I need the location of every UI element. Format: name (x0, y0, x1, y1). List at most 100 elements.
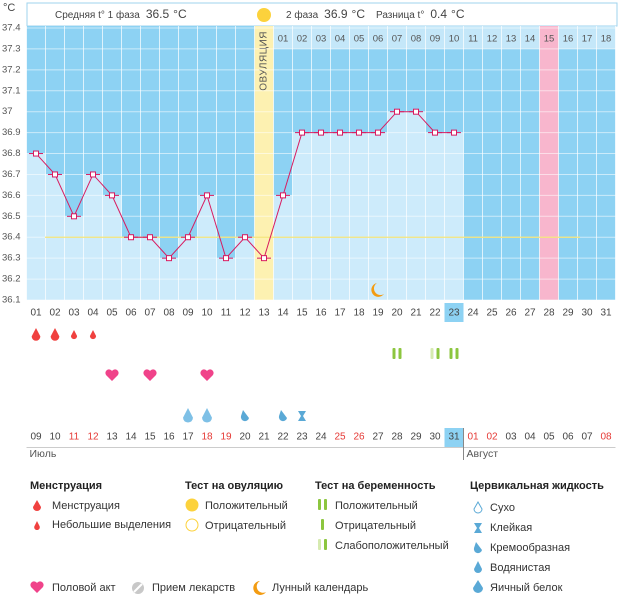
x-tick-label: 13 (258, 308, 270, 319)
date-label: 20 (239, 432, 251, 443)
legend-icon (318, 499, 321, 510)
legend-icon (33, 500, 41, 511)
date-label: 23 (296, 432, 308, 443)
pregnancy-mark (455, 348, 459, 359)
pregnancy-mark (430, 348, 434, 359)
legend-item: Половой акт (52, 582, 116, 594)
temperature-point (204, 192, 210, 199)
phase2-day: 05 (354, 34, 365, 45)
x-tick-label: 14 (277, 308, 289, 319)
month-label: Июль (30, 448, 57, 460)
legend-icon (30, 581, 44, 593)
x-tick-label: 18 (353, 308, 365, 319)
x-tick-label: 31 (600, 308, 612, 319)
x-tick-label: 02 (49, 308, 61, 319)
date-label: 15 (144, 432, 156, 443)
x-tick-label: 28 (543, 308, 555, 319)
legend-icon (474, 523, 482, 533)
legend-icon (324, 499, 327, 510)
date-label: 31 (448, 432, 460, 443)
temperature-bar (197, 195, 217, 300)
legend-icon (34, 521, 40, 531)
cervical-mark (298, 411, 306, 421)
menstruation-mark (50, 328, 60, 341)
date-label: 18 (201, 432, 213, 443)
phase2-day: 17 (582, 34, 593, 45)
legend-icon (253, 581, 266, 595)
x-tick-label: 26 (505, 308, 517, 319)
cervical-mark (202, 408, 212, 423)
menstruation-mark (31, 328, 41, 341)
legend-item: Менструация (52, 500, 120, 512)
today-box (444, 303, 464, 322)
temperature-bar (178, 237, 198, 300)
legend-icon (133, 583, 143, 593)
temperature-point (394, 108, 400, 115)
temperature-point (356, 129, 362, 136)
temperature-point (242, 234, 248, 241)
y-tick-label: 36.6 (2, 190, 21, 201)
phase2-day: 13 (506, 34, 517, 45)
phase2-day: 01 (278, 34, 289, 45)
temperature-point (185, 234, 191, 241)
header-phase1: Средняя t° 1 фаза 36.5 °C (55, 7, 187, 21)
temperature-bar (406, 111, 426, 300)
y-tick-label: 36.4 (2, 232, 21, 243)
legend-item: Кремообразная (490, 542, 570, 554)
phase2-day: 14 (525, 34, 536, 45)
date-label: 19 (220, 432, 232, 443)
date-label: 01 (467, 432, 479, 443)
temperature-point (52, 171, 58, 178)
date-label: 10 (49, 432, 61, 443)
temperature-point (451, 129, 457, 136)
x-tick-label: 10 (201, 308, 213, 319)
y-tick-label: 36.7 (2, 169, 21, 180)
temperature-bar (26, 153, 46, 300)
x-tick-label: 30 (581, 308, 593, 319)
legend-icon (185, 498, 199, 512)
y-tick-label: 37.2 (2, 64, 21, 75)
sex-mark (105, 369, 119, 381)
highlight-column (539, 26, 559, 300)
x-tick-label: 03 (68, 308, 80, 319)
x-tick-label: 01 (30, 308, 42, 319)
ovulation-column (254, 26, 274, 300)
temperature-bar (387, 111, 407, 300)
plot: ОВУЛЯЦИЯ 36.1 36.2 36.3 36.4 36.5 36.6 36.7 36.8… (2, 8, 616, 460)
legend-item: Сухо (490, 502, 515, 514)
y-tick-label: 36.2 (2, 274, 21, 285)
x-tick-label: 23 (448, 308, 460, 319)
legend: Менструация Менструация Небольшие выделе… (30, 480, 604, 595)
x-tick-label: 09 (182, 308, 194, 319)
y-tick-label: 36.8 (2, 148, 21, 159)
phase2-day: 16 (563, 34, 574, 45)
x-tick-label: 11 (221, 308, 232, 319)
x-tick-label: 20 (391, 308, 403, 319)
date-label: 21 (258, 432, 270, 443)
sex-mark (143, 369, 157, 381)
legend-icon (474, 561, 482, 573)
date-label: 16 (163, 432, 175, 443)
legend-item: Положительный (205, 500, 288, 512)
temperature-point (109, 192, 115, 199)
legend-title: Тест на беременность (315, 480, 436, 492)
legend-title: Цервикальная жидкость (470, 480, 604, 492)
date-label: 29 (410, 432, 422, 443)
date-label: 03 (505, 432, 517, 443)
x-tick-label: 07 (144, 308, 156, 319)
date-label: 06 (562, 432, 574, 443)
date-label: 04 (524, 432, 536, 443)
temperature-point (261, 255, 267, 262)
legend-item: Отрицательный (335, 520, 416, 532)
date-label: 24 (315, 432, 327, 443)
legend-item: Водянистая (490, 562, 550, 574)
legend-item: Положительный (335, 500, 418, 512)
legend-item: Яичный белок (490, 582, 563, 594)
sex-mark (200, 369, 214, 381)
date-label: 26 (353, 432, 365, 443)
x-tick-label: 15 (296, 308, 308, 319)
y-tick-label: 36.1 (2, 295, 21, 306)
date-label: 25 (334, 432, 346, 443)
temperature-bar (102, 195, 122, 300)
date-label: 11 (69, 432, 80, 443)
